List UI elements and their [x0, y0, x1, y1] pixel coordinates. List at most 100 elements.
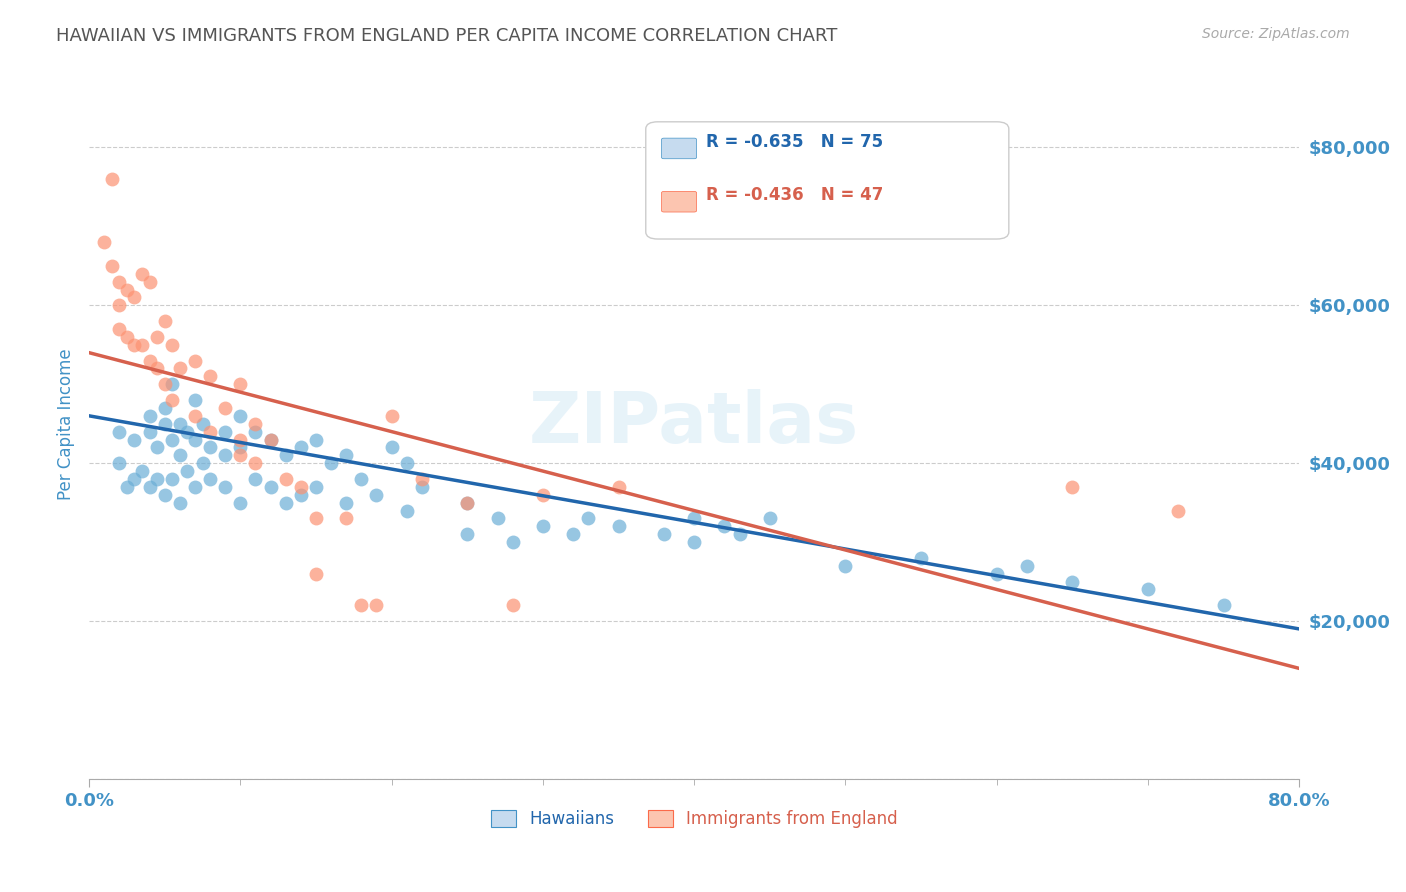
Legend: Hawaiians, Immigrants from England: Hawaiians, Immigrants from England: [484, 803, 904, 835]
Point: [214, 448, 236, 462]
Text: Source: ZipAtlas.com: Source: ZipAtlas.com: [1202, 27, 1350, 41]
Point: [162, 338, 184, 352]
Point: [138, 409, 160, 423]
Point: [124, 472, 146, 486]
Point: [366, 599, 388, 613]
Point: [290, 488, 312, 502]
Point: [169, 448, 191, 462]
Point: [162, 433, 184, 447]
Point: [245, 417, 267, 431]
Point: [108, 275, 131, 289]
Point: [191, 417, 214, 431]
Point: [411, 480, 433, 494]
Point: [381, 441, 404, 455]
Point: [131, 267, 153, 281]
Point: [124, 433, 146, 447]
Point: [259, 433, 281, 447]
Point: [456, 496, 478, 510]
Point: [184, 392, 207, 407]
Point: [100, 259, 122, 273]
Point: [184, 480, 207, 494]
Point: [176, 464, 198, 478]
Text: R = -0.635   N = 75: R = -0.635 N = 75: [706, 133, 883, 151]
Point: [198, 369, 221, 384]
Point: [229, 409, 252, 423]
Point: [1212, 599, 1234, 613]
Point: [146, 361, 169, 376]
Point: [486, 511, 509, 525]
Point: [728, 527, 751, 541]
Point: [176, 425, 198, 439]
Point: [305, 433, 328, 447]
Point: [305, 566, 328, 581]
Text: HAWAIIAN VS IMMIGRANTS FROM ENGLAND PER CAPITA INCOME CORRELATION CHART: HAWAIIAN VS IMMIGRANTS FROM ENGLAND PER …: [56, 27, 838, 45]
Point: [131, 464, 153, 478]
Point: [335, 496, 357, 510]
FancyBboxPatch shape: [661, 138, 696, 159]
Point: [108, 322, 131, 336]
Point: [124, 338, 146, 352]
Point: [198, 472, 221, 486]
Point: [986, 566, 1008, 581]
Point: [162, 392, 184, 407]
Point: [335, 448, 357, 462]
Point: [169, 361, 191, 376]
Point: [1062, 480, 1084, 494]
Point: [456, 496, 478, 510]
Point: [93, 235, 115, 249]
Point: [395, 503, 418, 517]
Point: [274, 472, 297, 486]
Point: [531, 488, 554, 502]
Point: [713, 519, 735, 533]
Point: [184, 353, 207, 368]
FancyBboxPatch shape: [645, 122, 1010, 239]
Point: [138, 480, 160, 494]
Point: [146, 330, 169, 344]
Point: [198, 425, 221, 439]
Point: [115, 480, 138, 494]
Point: [531, 519, 554, 533]
Point: [1015, 558, 1038, 573]
Point: [411, 472, 433, 486]
Point: [395, 456, 418, 470]
Point: [229, 441, 252, 455]
Point: [229, 496, 252, 510]
Point: [1137, 582, 1160, 597]
Point: [146, 472, 169, 486]
Point: [153, 401, 176, 415]
Point: [108, 298, 131, 312]
Point: [274, 448, 297, 462]
Point: [124, 290, 146, 304]
Text: ZIPatlas: ZIPatlas: [529, 389, 859, 458]
Point: [131, 338, 153, 352]
Point: [576, 511, 599, 525]
Point: [115, 330, 138, 344]
Point: [607, 480, 630, 494]
Point: [115, 283, 138, 297]
Point: [290, 441, 312, 455]
Point: [1062, 574, 1084, 589]
Point: [652, 527, 675, 541]
Point: [162, 377, 184, 392]
Point: [229, 448, 252, 462]
Point: [100, 172, 122, 186]
Point: [350, 472, 373, 486]
Point: [214, 480, 236, 494]
Point: [290, 480, 312, 494]
Point: [683, 511, 706, 525]
Point: [259, 433, 281, 447]
Point: [683, 535, 706, 549]
Point: [502, 599, 524, 613]
Point: [146, 441, 169, 455]
Point: [305, 511, 328, 525]
Point: [153, 417, 176, 431]
Point: [138, 353, 160, 368]
FancyBboxPatch shape: [661, 192, 696, 212]
Point: [153, 314, 176, 328]
Point: [108, 425, 131, 439]
Point: [759, 511, 782, 525]
Point: [169, 496, 191, 510]
Point: [335, 511, 357, 525]
Point: [1167, 503, 1189, 517]
Point: [259, 480, 281, 494]
